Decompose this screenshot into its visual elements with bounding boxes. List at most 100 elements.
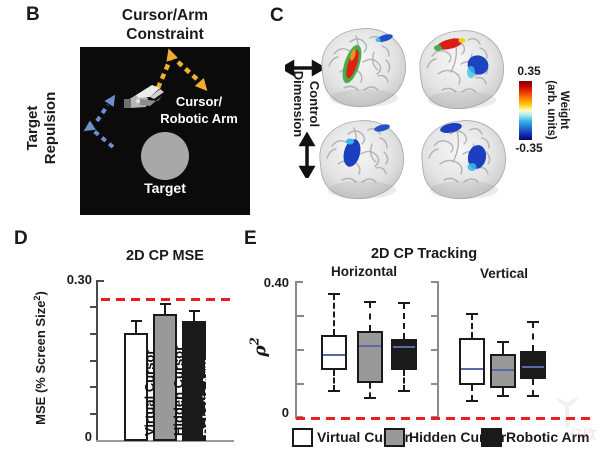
- panel-d-letter: D: [14, 228, 28, 249]
- target-circle: [141, 132, 189, 180]
- panel-b-title: Cursor/Arm Constraint: [95, 6, 235, 44]
- e-horizontal-box-1-median: [359, 344, 381, 347]
- e-reference-line: [296, 417, 592, 420]
- control-dimension-arrows: [285, 59, 325, 178]
- e-horizontal-box-2-cap-bottom: [398, 390, 410, 393]
- arena-graphics: [83, 48, 208, 180]
- e-vertical-box-1-cap-bottom: [497, 395, 509, 398]
- repulsion-arrow-path: [92, 103, 115, 149]
- e-horizontal-box-1-whisker-top: [369, 302, 371, 331]
- e-vertical-box-1-whisker-bottom: [502, 387, 504, 397]
- e-vertical-box-1-median: [492, 369, 514, 372]
- d-ymax-label: 0.30: [66, 272, 92, 287]
- e-vertical-box-2-median: [522, 366, 544, 368]
- e-mid-axis: [437, 281, 439, 419]
- e-left-ytick-0: [297, 383, 304, 385]
- d-ytick-3: [90, 332, 97, 335]
- d-errorbar-line-0: [135, 321, 137, 339]
- colorbar-min-label: -0.35: [515, 141, 543, 155]
- legend-swatch-hidden-cursor: [384, 427, 405, 447]
- brain-top-left: [321, 27, 407, 108]
- brain-maps: [319, 27, 507, 200]
- e-horizontal-box-2-whisker-bottom: [403, 370, 405, 392]
- panel-b-title-line1: Cursor/Arm: [121, 7, 209, 24]
- d-errorbar-cap-2: [188, 309, 200, 312]
- e-mid-ytick-1: [431, 349, 438, 351]
- e-horizontal-box-2-whisker-top: [403, 303, 405, 340]
- d-bar-label-2: Robotic Arm: [199, 358, 215, 436]
- e-horizontal-box-1-cap-top: [364, 301, 376, 304]
- e-subtitle-vertical: Vertical: [479, 266, 529, 281]
- e-vertical-box-2-cap-bottom: [527, 395, 539, 398]
- d-reference-line: [101, 297, 233, 301]
- colorbar-max-label: 0.35: [517, 64, 541, 78]
- e-left-ytick-2: [297, 315, 304, 317]
- d-ymin-label: 0: [84, 429, 92, 444]
- e-vertical-box-0-median: [461, 367, 483, 370]
- d-bar-2: [182, 321, 206, 441]
- panel-b-side-label: Target Repulsion: [24, 91, 59, 165]
- activation-bottom-left: [343, 124, 390, 167]
- legend-label-robotic-arm: Robotic Arm: [506, 429, 590, 445]
- panel-e-title: 2D CP Tracking: [370, 246, 478, 262]
- watermark: 亿欧: [548, 398, 600, 446]
- panel-b-letter: B: [26, 4, 40, 25]
- e-horizontal-box-2-median: [393, 346, 415, 349]
- panel-e-letter: E: [244, 228, 257, 249]
- e-mid-ytick-0: [431, 383, 438, 385]
- d-ylabel: MSE (% Screen Size2): [31, 291, 49, 425]
- cursor-arm-label: Cursor/ Robotic Arm: [160, 94, 238, 126]
- d-ytick-2: [90, 359, 97, 362]
- d-errorbar-line-2: [193, 310, 195, 327]
- e-vertical-box-0: [459, 338, 485, 386]
- e-horizontal-box-1: [357, 330, 383, 384]
- e-ymax-label: 0.40: [263, 275, 289, 290]
- panel-b-title-line2: Constraint: [126, 26, 204, 43]
- panel-c-letter: C: [270, 5, 284, 26]
- d-ytick-0: [90, 413, 97, 416]
- e-vertical-box-2-whisker-top: [532, 322, 534, 352]
- e-vertical-box-0-cap-top: [466, 312, 478, 315]
- gripper-icon: [124, 85, 164, 108]
- e-left-ytick-1: [297, 349, 304, 351]
- e-horizontal-box-0-whisker-top: [333, 293, 335, 336]
- legend-swatch-robotic-arm: [481, 427, 502, 447]
- e-vertical-box-1-whisker-top: [502, 341, 504, 355]
- task-arena: Cursor/ Robotic Arm Target: [80, 47, 250, 215]
- watermark-logo-icon: [556, 398, 578, 428]
- d-x-axis: [96, 440, 234, 442]
- e-ymin-label: 0: [281, 405, 289, 420]
- d-ytick-1: [90, 386, 97, 389]
- e-horizontal-box-2: [391, 339, 417, 371]
- constraint-arrow-path: [155, 59, 201, 89]
- e-horizontal-box-2-cap-top: [398, 302, 410, 305]
- e-vertical-box-0-cap-bottom: [466, 400, 478, 403]
- d-bar-1: [153, 313, 177, 441]
- d-ytick-4: [90, 305, 97, 308]
- e-horizontal-box-0-cap-bottom: [328, 390, 340, 393]
- constraint-arrowheads: [166, 48, 208, 91]
- d-y-axis-top-cap: [96, 280, 104, 282]
- e-horizontal-box-0-cap-top: [328, 292, 340, 295]
- d-bar-0: [124, 333, 148, 441]
- colorbar: [519, 81, 532, 140]
- e-horizontal-box-1-cap-bottom: [364, 396, 376, 399]
- e-vertical-box-2: [520, 351, 546, 379]
- e-vertical-box-2-whisker-bottom: [532, 378, 534, 397]
- panel-d-title: 2D CP MSE: [126, 248, 204, 264]
- e-horizontal-box-1-whisker-bottom: [369, 383, 371, 398]
- repulsion-arrowheads: [83, 94, 116, 132]
- legend-swatch-virtual-cursor: [292, 427, 313, 447]
- e-horizontal-box-0: [321, 335, 347, 371]
- e-left-axis: [295, 281, 297, 419]
- e-ylabel: ρ2: [247, 337, 271, 357]
- d-errorbar-line-1: [164, 303, 166, 319]
- d-y-axis: [96, 280, 98, 442]
- activation-top-right: [434, 38, 489, 78]
- legend-item-robotic-arm: Robotic Arm: [481, 427, 590, 447]
- e-vertical-box-2-cap-top: [527, 321, 539, 324]
- colorbar-title: Weight (arb. units): [545, 80, 570, 140]
- e-mid-axis-top-cap: [431, 281, 439, 283]
- activation-top-left: [342, 34, 393, 84]
